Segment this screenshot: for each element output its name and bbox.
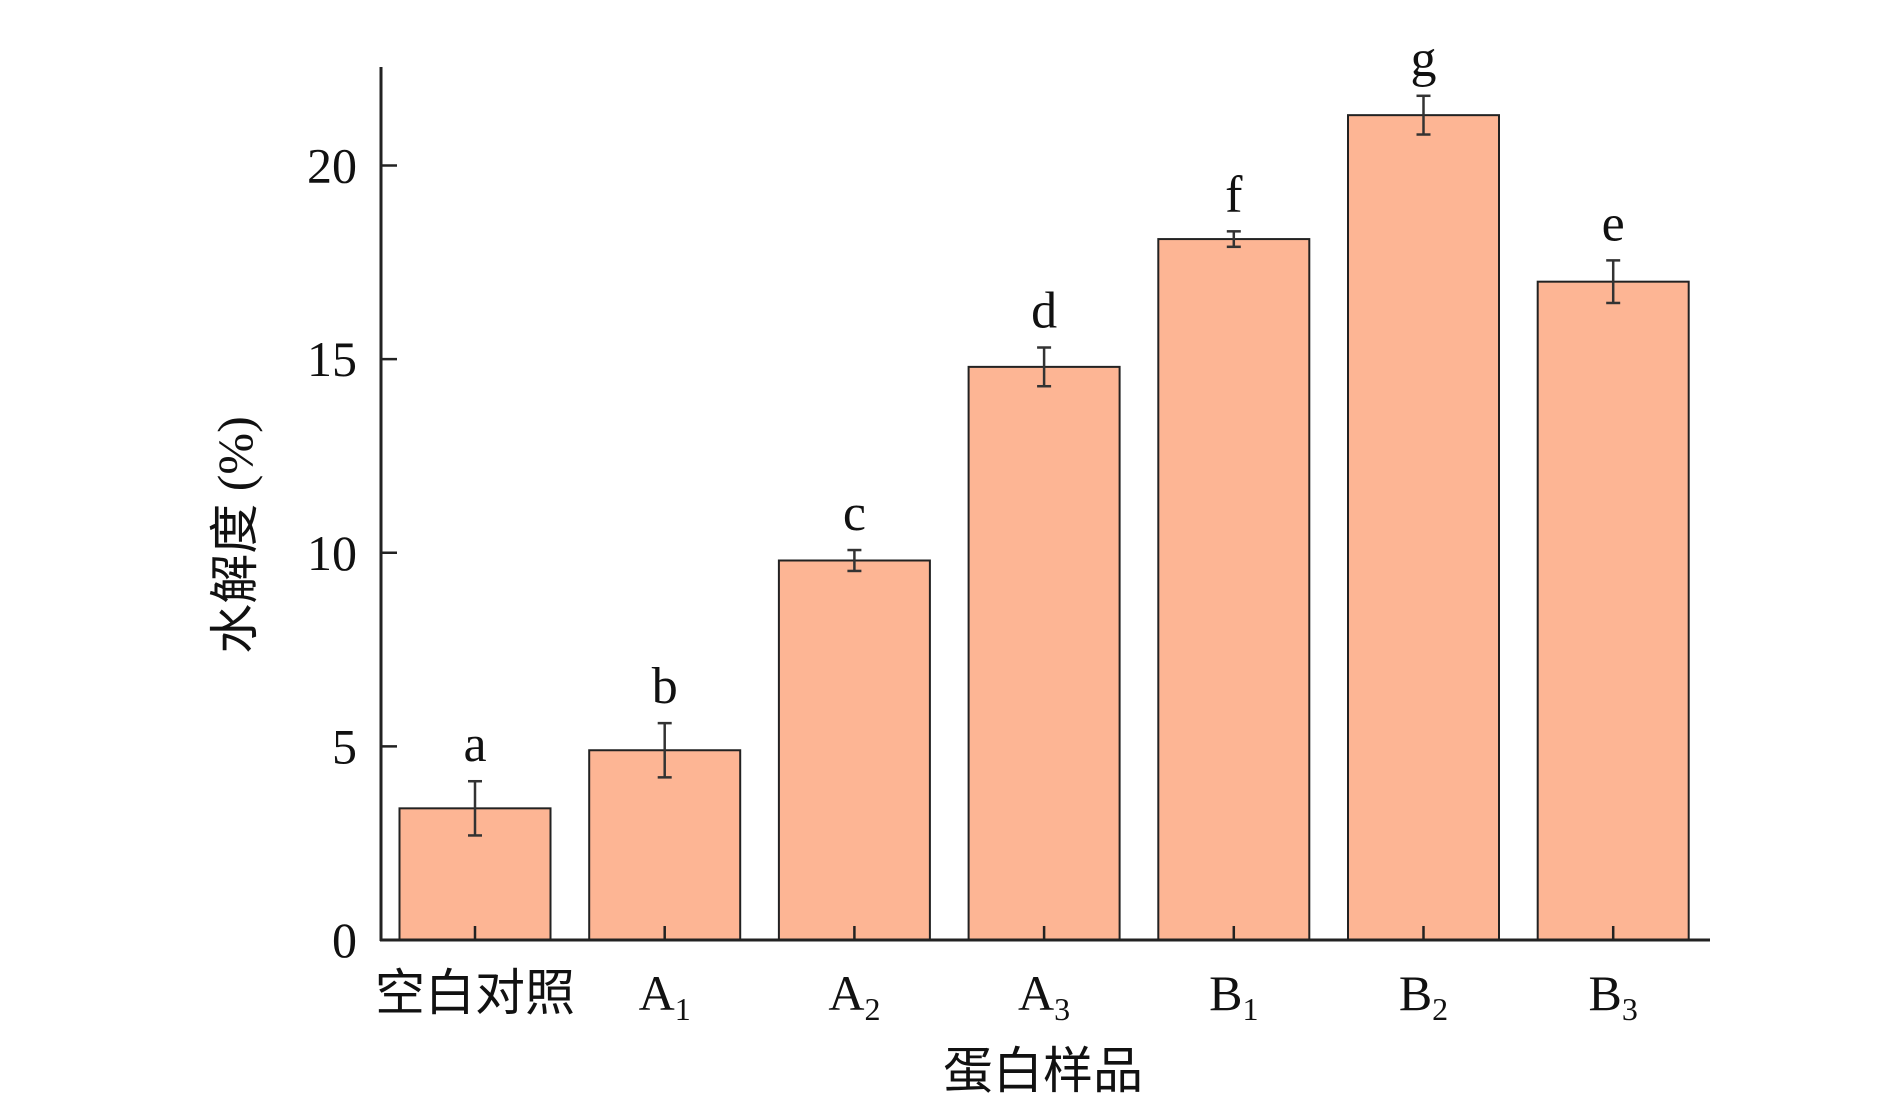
x-tick-label: 空白对照 <box>375 965 575 1021</box>
y-tick-label: 15 <box>307 331 357 387</box>
bar <box>967 365 1121 941</box>
y-tick-label: 0 <box>332 912 357 968</box>
significance-label: d <box>1031 283 1057 340</box>
x-tick-label: A2 <box>828 965 880 1027</box>
significance-label: a <box>463 716 486 773</box>
axes-group: 空白对照 A1 A2 A3 B1 B2 B3 0 5 10 15 20 <box>307 67 1710 1027</box>
x-tick-label: A3 <box>1018 965 1070 1027</box>
bar <box>1157 238 1311 941</box>
x-tick-label: B1 <box>1209 965 1258 1027</box>
significance-label: c <box>843 485 866 542</box>
significance-label: g <box>1411 31 1437 88</box>
y-tick-label: 10 <box>307 525 357 581</box>
x-tick-label: B2 <box>1399 965 1448 1027</box>
y-tick-label: 20 <box>307 138 357 194</box>
bars-group: a b c d f g e <box>398 31 1690 942</box>
x-tick-label: B3 <box>1589 965 1638 1027</box>
bar <box>777 559 931 941</box>
significance-label: f <box>1225 166 1243 223</box>
x-tick-label: A1 <box>639 965 691 1027</box>
x-axis-label: 蛋白样品 <box>943 1043 1143 1099</box>
significance-label: b <box>652 658 678 715</box>
bar <box>588 749 742 941</box>
bar <box>1347 114 1500 942</box>
significance-label: e <box>1602 195 1625 252</box>
y-tick-label: 5 <box>332 718 357 774</box>
bar <box>1536 280 1690 941</box>
y-axis-label: 水解度 (%) <box>207 416 263 653</box>
